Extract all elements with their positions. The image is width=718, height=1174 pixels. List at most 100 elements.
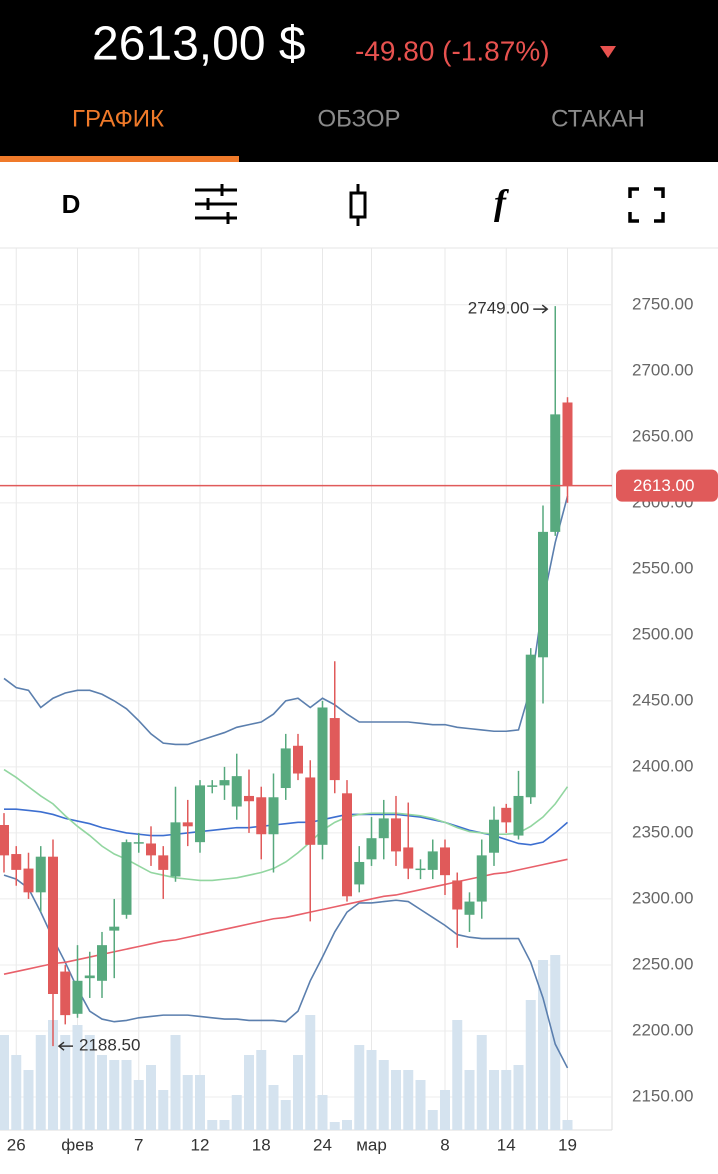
candle-body [182, 822, 193, 827]
candle-body [476, 855, 487, 902]
volume-bar [342, 1120, 352, 1130]
candle-body [195, 785, 205, 843]
indicators-button[interactable]: f [494, 182, 509, 222]
last-price-badge [616, 469, 718, 502]
settings-icon[interactable] [195, 184, 237, 224]
volume-bar [195, 1075, 205, 1130]
candle-body [146, 843, 156, 856]
candle-body [501, 807, 512, 823]
volume-bar [158, 1090, 169, 1130]
candle-body [293, 745, 303, 774]
x-tick-label: 18 [252, 1135, 271, 1154]
volume-bar [513, 1065, 524, 1130]
volume-bar [146, 1065, 156, 1130]
volume-bar [293, 1055, 303, 1130]
volume-bar [415, 1080, 426, 1130]
x-tick-label: 26 [7, 1135, 26, 1154]
candle-body [440, 847, 450, 876]
volume-bar [231, 1095, 242, 1130]
x-tick-label: 12 [191, 1135, 210, 1154]
candle-body [354, 861, 365, 885]
candle-body [23, 868, 34, 893]
candle-body [513, 795, 524, 836]
volume-bar [11, 1055, 22, 1130]
candle-body [219, 780, 230, 786]
volume-bar [84, 1035, 95, 1130]
volume-bar [305, 1015, 316, 1130]
tab[interactable]: СТАКАН [551, 105, 645, 132]
candle-body [84, 975, 95, 979]
candle-body [133, 842, 144, 844]
volume-bar [366, 1050, 377, 1130]
volume-bar [182, 1075, 193, 1130]
volume-bar [97, 1055, 107, 1130]
fullscreen-icon[interactable] [628, 187, 665, 223]
volume-bar [280, 1100, 291, 1130]
volume-bar [427, 1110, 438, 1130]
y-tick-label: 2300.00 [632, 888, 693, 907]
volume-bar [317, 1095, 328, 1130]
volume-bar [354, 1045, 365, 1130]
y-tick-label: 2450.00 [632, 690, 693, 709]
tab[interactable]: ГРАФИК [72, 105, 164, 132]
candle-body [244, 795, 254, 802]
x-tick-label: 19 [558, 1135, 577, 1154]
candle-body [11, 854, 22, 870]
candle-body [158, 855, 169, 870]
volume-bar [489, 1070, 499, 1130]
volume-bar [329, 1122, 340, 1130]
candle-body [366, 838, 377, 860]
y-tick-label: 2250.00 [632, 954, 693, 973]
candle-body [280, 748, 291, 789]
candle-body [550, 414, 561, 532]
volume-bar [562, 1120, 573, 1130]
volume-bar [35, 1035, 46, 1130]
candle-body [231, 776, 242, 807]
x-tick-label: фев [61, 1135, 93, 1154]
interval-button[interactable]: D [62, 189, 81, 219]
candle-body [525, 654, 536, 798]
annotation-arrow [533, 304, 549, 314]
candle-body [562, 402, 573, 486]
candle-body [268, 797, 279, 835]
tab[interactable]: ОБЗОР [317, 105, 400, 132]
price: 2613,00 $ [92, 18, 306, 71]
candle-body [464, 901, 475, 915]
y-tick-label: 2700.00 [632, 360, 693, 379]
volume-bar [476, 1035, 487, 1130]
y-tick-label: 2750.00 [632, 294, 693, 313]
volume-bar [121, 1060, 132, 1130]
candle-body [109, 926, 120, 931]
volume-bar [501, 1070, 512, 1130]
last-price-label: 2613.00 [633, 476, 694, 495]
volume-bar [452, 1020, 463, 1130]
candle-body [121, 842, 132, 915]
indicator-line [3, 496, 569, 746]
candle-body [391, 818, 401, 852]
y-tick-label: 2150.00 [632, 1086, 693, 1105]
x-tick-label: 24 [313, 1135, 332, 1154]
low-annotation: 2188.50 [79, 1036, 140, 1055]
volume-bar [440, 1090, 450, 1130]
candle-body [452, 880, 463, 910]
candle-body [403, 847, 414, 869]
volume-bar [538, 960, 548, 1130]
tab-underline [0, 156, 239, 162]
candle-body [207, 785, 218, 787]
y-tick-label: 2400.00 [632, 756, 693, 775]
volume-bar [60, 1035, 71, 1130]
volume-bar [378, 1060, 389, 1130]
indicator-line [3, 768, 569, 882]
x-tick-label: 8 [440, 1135, 449, 1154]
candle-body [48, 856, 58, 995]
volume-bar [72, 1025, 83, 1130]
candle-body [342, 793, 352, 897]
y-tick-label: 2550.00 [632, 558, 693, 577]
volume-bar [48, 1020, 58, 1130]
y-tick-label: 2200.00 [632, 1020, 693, 1039]
volume-bar [464, 1070, 475, 1130]
y-tick-label: 2650.00 [632, 426, 693, 445]
volume-bar [256, 1050, 267, 1130]
candle-type-icon[interactable] [349, 184, 367, 226]
volume-bar [133, 1080, 144, 1130]
